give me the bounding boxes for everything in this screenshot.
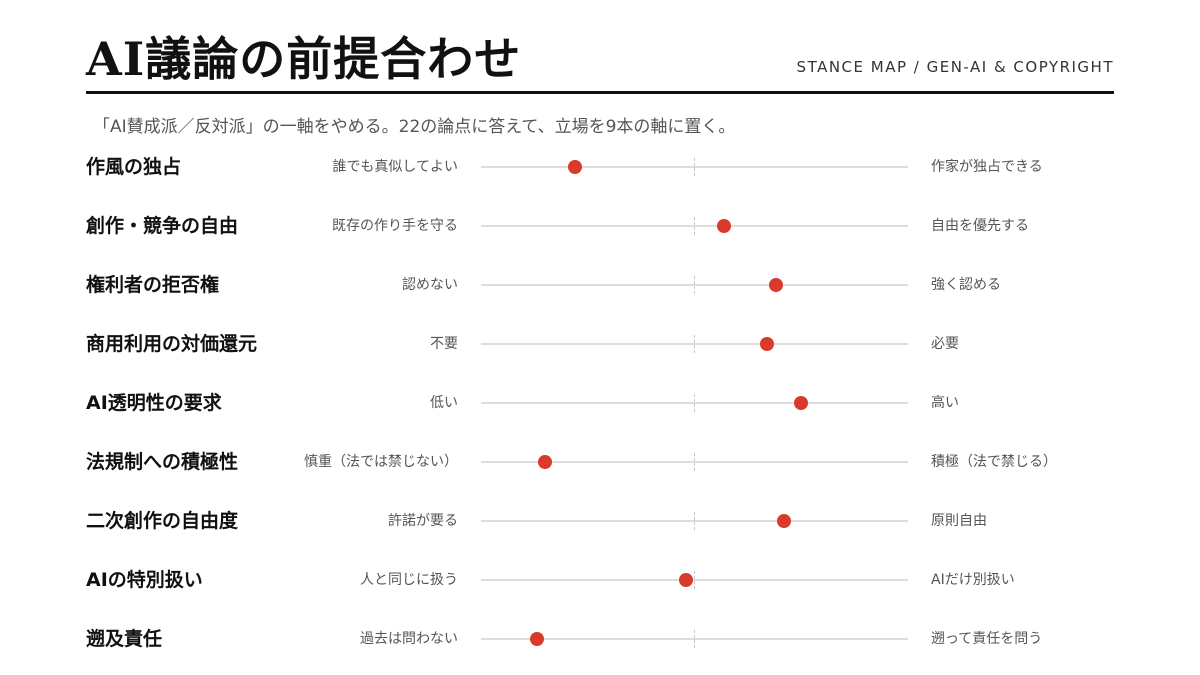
axis-right-pole: AIだけ別扱い xyxy=(931,572,1015,588)
axis-right-pole: 原則自由 xyxy=(931,513,987,529)
axis-row: 作風の独占 誰でも真似してよい 作家が独占できる xyxy=(0,152,1200,182)
axis-position-marker[interactable] xyxy=(768,278,783,292)
axis-row: 遡及責任 過去は問わない 遡って責任を問う xyxy=(0,624,1200,654)
stance-map-tag: STANCE MAP / GEN-AI & COPYRIGHT xyxy=(796,58,1114,76)
header-rule xyxy=(86,91,1114,94)
axis-left-pole: 誰でも真似してよい xyxy=(332,159,458,175)
axis-label: 創作・競争の自由 xyxy=(86,215,239,237)
axis-right-pole: 強く認める xyxy=(931,277,1001,293)
axis-center-line xyxy=(694,571,695,589)
axis-position-marker[interactable] xyxy=(678,573,693,587)
axis-left-pole: 慎重（法では禁じない） xyxy=(304,454,458,470)
axis-position-marker[interactable] xyxy=(529,632,544,646)
axis-right-pole: 積極（法で禁じる） xyxy=(931,454,1057,470)
axis-row: AI透明性の要求 低い 高い xyxy=(0,388,1200,418)
axis-label: AI透明性の要求 xyxy=(86,392,222,414)
axis-center-line xyxy=(694,276,695,294)
axis-left-pole: 認めない xyxy=(402,277,458,293)
axis-row: 二次創作の自由度 許諾が要る 原則自由 xyxy=(0,506,1200,536)
axis-left-pole: 許諾が要る xyxy=(388,513,458,529)
axis-center-line xyxy=(694,158,695,176)
axis-center-line xyxy=(694,512,695,530)
axis-row: 権利者の拒否権 認めない 強く認める xyxy=(0,270,1200,300)
page-subtitle: 「AI賛成派／反対派」の一軸をやめる。22の論点に答えて、立場を9本の軸に置く。 xyxy=(93,117,736,137)
page-title: AI議論の前提合わせ xyxy=(86,32,522,86)
axis-label: 遡及責任 xyxy=(86,628,163,650)
axis-label: 商用利用の対価還元 xyxy=(86,333,258,355)
axis-position-marker[interactable] xyxy=(567,160,582,174)
axis-position-marker[interactable] xyxy=(777,514,792,528)
axis-right-pole: 遡って責任を問う xyxy=(931,631,1043,647)
axis-row: 創作・競争の自由 既存の作り手を守る 自由を優先する xyxy=(0,211,1200,241)
axis-label: 二次創作の自由度 xyxy=(86,510,239,532)
axis-left-pole: 不要 xyxy=(430,336,458,352)
axis-left-pole: 過去は問わない xyxy=(360,631,458,647)
axis-right-pole: 自由を優先する xyxy=(931,218,1029,234)
axis-center-line xyxy=(694,335,695,353)
axis-right-pole: 高い xyxy=(931,395,959,411)
axis-right-pole: 必要 xyxy=(931,336,959,352)
axis-label: 権利者の拒否権 xyxy=(86,274,220,296)
axis-label: 作風の独占 xyxy=(86,156,182,178)
axis-position-marker[interactable] xyxy=(538,455,553,469)
axis-row: 法規制への積極性 慎重（法では禁じない） 積極（法で禁じる） xyxy=(0,447,1200,477)
axis-right-pole: 作家が独占できる xyxy=(931,159,1043,175)
axis-left-pole: 低い xyxy=(430,395,458,411)
axis-label: 法規制への積極性 xyxy=(86,451,239,473)
axis-center-line xyxy=(694,394,695,412)
axis-center-line xyxy=(694,217,695,235)
axis-center-line xyxy=(694,453,695,471)
axis-left-pole: 既存の作り手を守る xyxy=(332,218,458,234)
axis-position-marker[interactable] xyxy=(794,396,809,410)
axis-label: AIの特別扱い xyxy=(86,569,203,591)
axis-left-pole: 人と同じに扱う xyxy=(360,572,458,588)
axis-center-line xyxy=(694,630,695,648)
axis-position-marker[interactable] xyxy=(760,337,775,351)
axis-row: AIの特別扱い 人と同じに扱う AIだけ別扱い xyxy=(0,565,1200,595)
axis-row: 商用利用の対価還元 不要 必要 xyxy=(0,329,1200,359)
axis-position-marker[interactable] xyxy=(717,219,732,233)
